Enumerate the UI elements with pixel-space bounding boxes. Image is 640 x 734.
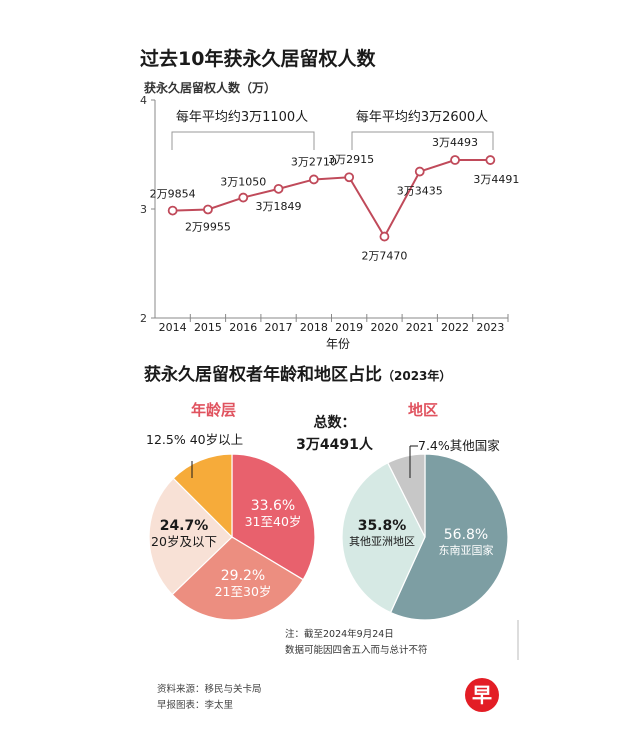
line-chart-title: 过去10年获永久居留权人数 [140,48,376,70]
y-tick-label: 3 [140,203,147,216]
data-label: 2万9854 [150,188,196,201]
data-point [167,205,178,216]
data-point [273,183,284,194]
source-credits: 资料来源：移民与关卡局 早报图表：李太里 [157,682,262,714]
total-box: 总数： 3万4491人 [287,412,382,456]
data-point [379,231,390,242]
line-x-ticks: 2014 2015 2016 2017 2018 2019 2020 2021 2022 2023 [159,314,509,334]
avg-bracket-2 [351,131,494,150]
line-y-ticks: 2 3 4 [140,94,155,325]
line-series [167,155,496,242]
data-point [450,155,460,165]
x-tick-label: 2020 [370,321,398,334]
footnote-line-1: 注：截至2024年9月24日 [285,629,394,640]
pie-slice [341,462,426,614]
x-tick-label: 2023 [476,321,504,334]
data-label: 2万9955 [185,220,231,233]
pie-slice [386,453,426,538]
avg-label-1: 每年平均约3万1100人 [176,109,308,125]
age-31to40-pct: 33.6% [250,498,296,514]
pie-slice [231,453,316,581]
pie-slice [171,536,304,621]
region-label-sea: 56.8% 东南亚国家 [428,527,504,559]
data-label: 3万1050 [220,176,266,189]
region-asia-name: 其他亚洲地区 [349,535,415,548]
pie-slice [172,453,233,539]
data-label: 3万1849 [256,200,302,213]
source-line-2: 早报图表：李太里 [157,700,234,711]
region-other-name: 其他国家 [449,438,500,453]
line-chart: 每年平均约3万1100人 每年平均约3万2600人 2万9854 2万9955 3万… [140,94,520,351]
data-label: 3万4491 [473,173,519,186]
age-20under-pct: 24.7% [159,518,209,534]
x-tick-label: 2021 [406,321,434,334]
age-31to40-name: 31至40岁 [244,514,302,529]
age-label-20under: 24.7% 20岁及以下 [146,518,222,550]
x-tick-label: 2018 [300,321,328,334]
pie-section-title: 获永久居留权者年龄和地区占比（2023年） [144,360,451,385]
region-other-pct: 7.4% [418,438,450,453]
data-point [485,155,496,165]
data-label: 3万2710 [291,155,337,168]
x-tick-label: 2016 [229,321,257,334]
zaobao-logo: 早 [465,678,499,712]
total-value: 3万4491人 [296,437,373,453]
source-line-1: 资料来源：移民与关卡局 [157,684,262,695]
age-pie-title: 年龄层 [191,401,237,419]
line-chart-y-axis-label: 获永久居留权人数（万） [144,81,277,95]
y-tick-label: 4 [140,94,147,107]
data-label: 3万4493 [432,136,478,149]
x-tick-label: 2014 [159,321,187,334]
x-tick-label: 2022 [441,321,469,334]
region-pie [341,453,509,621]
age-pie [148,453,316,621]
x-tick-label: 2015 [194,321,222,334]
avg-bracket-1 [171,131,315,150]
age-21to30-pct: 29.2% [220,568,266,584]
data-label: 3万3435 [397,185,443,198]
region-asia-pct: 35.8% [357,518,407,534]
series-line [172,159,491,239]
data-point [203,204,213,215]
line-chart-x-axis-label: 年份 [326,337,350,351]
data-label: 3万2915 [328,153,374,166]
pie-title-main: 获永久居留权者年龄和地区占比 [144,365,382,385]
x-tick-label: 2017 [265,321,293,334]
data-point [238,192,249,203]
data-point [308,174,319,185]
age-label-21to30: 29.2% 21至30岁 [208,568,278,600]
age-20under-name: 20岁及以下 [151,534,217,549]
age-label-40plus: 12.5% 40岁以上 [146,432,243,448]
age-label-31to40: 33.6% 31至40岁 [240,498,306,530]
total-label: 总数： [313,415,356,431]
region-sea-name: 东南亚国家 [438,544,494,557]
avg-label-2: 每年平均约3万2600人 [356,109,488,125]
pie-title-suffix: （2023年） [382,369,452,383]
y-tick-label: 2 [140,312,147,325]
average-brackets: 每年平均约3万1100人 每年平均约3万2600人 [171,106,494,150]
region-pie-title: 地区 [408,401,439,419]
footnote: 注：截至2024年9月24日 数据可能因四舍五入而与总计不符 [285,627,428,659]
pie-slice [389,453,509,621]
footnote-line-2: 数据可能因四舍五入而与总计不符 [285,645,428,656]
data-point [414,166,425,177]
pie-slice [148,477,233,596]
age-21to30-name: 21至30岁 [214,584,272,599]
x-tick-label: 2019 [335,321,363,334]
region-label-asia: 35.8% 其他亚洲地区 [342,518,422,550]
data-point [344,172,355,183]
age-40plus-pct: 12.5% [146,432,186,447]
data-label: 2万7470 [361,250,407,263]
region-label-other: 7.4%其他国家 [418,438,500,454]
age-40plus-name: 40岁以上 [189,432,244,447]
region-sea-pct: 56.8% [443,527,489,543]
